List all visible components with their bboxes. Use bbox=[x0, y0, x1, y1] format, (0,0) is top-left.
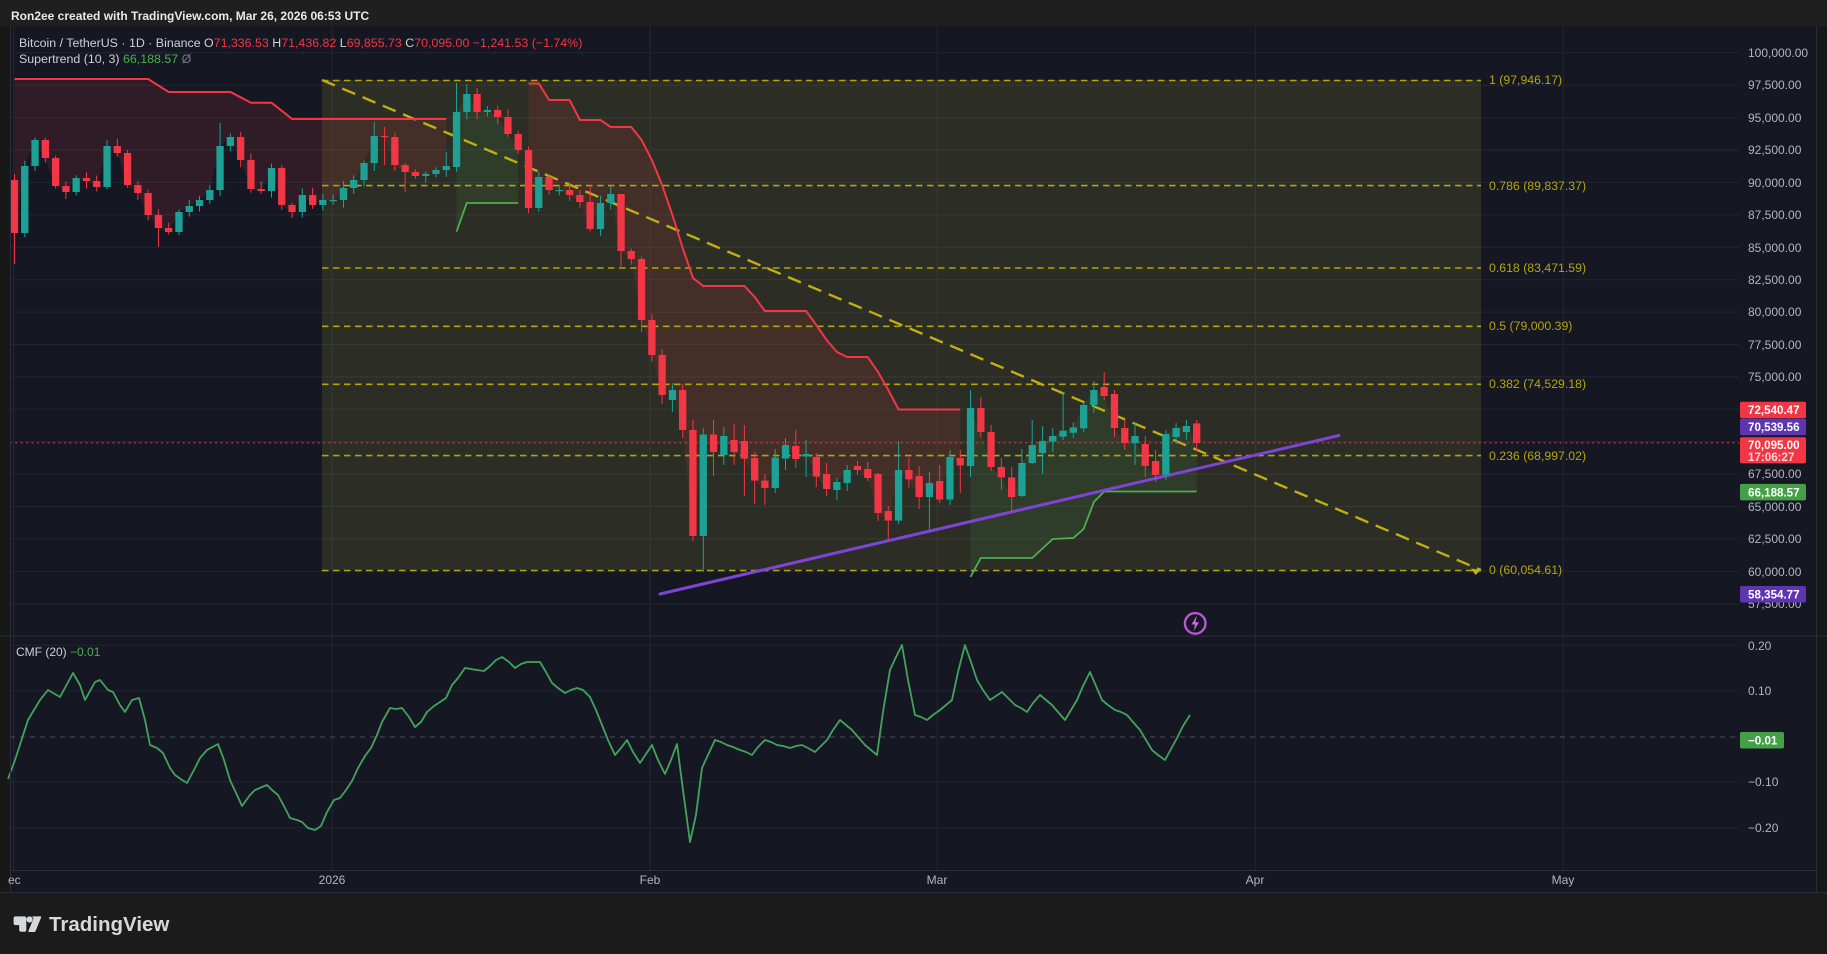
svg-text:60,000.00: 60,000.00 bbox=[1748, 565, 1802, 579]
svg-text:90,000.00: 90,000.00 bbox=[1748, 176, 1802, 190]
svg-text:Mar: Mar bbox=[927, 873, 948, 887]
svg-text:85,000.00: 85,000.00 bbox=[1748, 241, 1802, 255]
svg-text:2026: 2026 bbox=[319, 873, 346, 887]
svg-text:66,188.57: 66,188.57 bbox=[1748, 486, 1800, 499]
svg-text:65,000.00: 65,000.00 bbox=[1748, 500, 1802, 514]
svg-text:75,000.00: 75,000.00 bbox=[1748, 370, 1802, 384]
svg-text:92,500.00: 92,500.00 bbox=[1748, 143, 1802, 157]
svg-text:May: May bbox=[1552, 873, 1575, 887]
svg-text:72,540.47: 72,540.47 bbox=[1748, 404, 1800, 417]
svg-text:−0.10: −0.10 bbox=[1748, 775, 1779, 789]
svg-text:Bitcoin / TetherUS · 1D · Bina: Bitcoin / TetherUS · 1D · Binance O71,33… bbox=[19, 36, 582, 50]
svg-text:100,000.00: 100,000.00 bbox=[1748, 46, 1808, 60]
svg-text:Feb: Feb bbox=[640, 873, 661, 887]
svg-text:0.382 (74,529.18): 0.382 (74,529.18) bbox=[1489, 377, 1586, 391]
svg-text:58,354.77: 58,354.77 bbox=[1748, 588, 1800, 601]
svg-text:87,500.00: 87,500.00 bbox=[1748, 208, 1802, 222]
svg-text:−0.01: −0.01 bbox=[1748, 734, 1778, 747]
svg-text:Apr: Apr bbox=[1246, 873, 1265, 887]
svg-text:67,500.00: 67,500.00 bbox=[1748, 467, 1802, 481]
svg-text:62,500.00: 62,500.00 bbox=[1748, 532, 1802, 546]
svg-text:0.5 (79,000.39): 0.5 (79,000.39) bbox=[1489, 319, 1572, 333]
svg-text:0.786 (89,837.37): 0.786 (89,837.37) bbox=[1489, 179, 1586, 193]
svg-text:Supertrend (10, 3) 66,188.57: Supertrend (10, 3) 66,188.57 Ø bbox=[19, 52, 192, 66]
svg-text:0 (60,054.61): 0 (60,054.61) bbox=[1489, 563, 1562, 577]
svg-text:CMF (20) −0.01: CMF (20) −0.01 bbox=[16, 645, 101, 659]
svg-text:80,000.00: 80,000.00 bbox=[1748, 305, 1802, 319]
svg-text:ec: ec bbox=[8, 873, 21, 887]
svg-text:TradingView: TradingView bbox=[49, 913, 169, 936]
svg-text:77,500.00: 77,500.00 bbox=[1748, 338, 1802, 352]
svg-text:0.20: 0.20 bbox=[1748, 639, 1772, 653]
svg-text:17:06:27: 17:06:27 bbox=[1748, 451, 1794, 464]
svg-text:0.618 (83,471.59): 0.618 (83,471.59) bbox=[1489, 261, 1586, 275]
svg-text:0.236 (68,997.02): 0.236 (68,997.02) bbox=[1489, 449, 1586, 463]
svg-text:97,500.00: 97,500.00 bbox=[1748, 78, 1802, 92]
svg-text:82,500.00: 82,500.00 bbox=[1748, 273, 1802, 287]
svg-text:Ron2ee created with TradingVie: Ron2ee created with TradingView.com, Mar… bbox=[11, 9, 369, 23]
svg-text:95,000.00: 95,000.00 bbox=[1748, 111, 1802, 125]
svg-text:70,539.56: 70,539.56 bbox=[1748, 421, 1800, 434]
svg-text:−0.20: −0.20 bbox=[1748, 821, 1779, 835]
svg-text:1 (97,946.17): 1 (97,946.17) bbox=[1489, 73, 1562, 87]
svg-text:0.10: 0.10 bbox=[1748, 684, 1772, 698]
svg-text:70,095.00: 70,095.00 bbox=[1748, 439, 1800, 452]
